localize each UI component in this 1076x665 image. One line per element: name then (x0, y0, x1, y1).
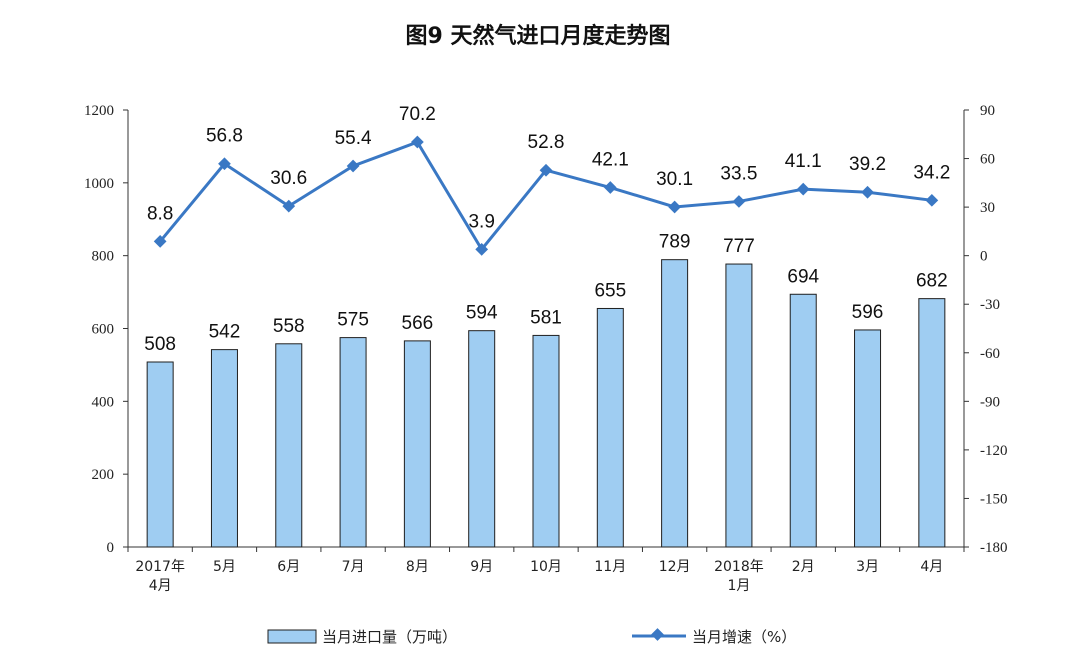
bar (339, 337, 367, 548)
bar (146, 361, 174, 548)
right-tick-label: -180 (980, 540, 1008, 556)
bar-value-label: 558 (273, 316, 305, 337)
right-tick-label: 60 (980, 152, 995, 168)
bar-value-label: 682 (916, 271, 948, 292)
left-tick-label: 400 (92, 394, 115, 410)
bar (789, 293, 817, 548)
line-point (732, 195, 746, 208)
legend-line-marker (651, 628, 664, 641)
legend: 当月进口量（万吨） 当月增速（%） (267, 628, 796, 646)
left-tick-label: 0 (107, 540, 115, 556)
line-value-label: 3.9 (468, 211, 494, 232)
bar (532, 334, 560, 548)
line-point (861, 185, 874, 199)
line-point (603, 181, 617, 194)
x-tick-label: 9月 (470, 559, 493, 575)
left-tick-label: 1200 (84, 103, 114, 119)
x-tick-label: 8月 (406, 559, 429, 575)
x-tick-label: 5月 (213, 559, 236, 575)
line-point (796, 182, 810, 196)
bar-series (146, 259, 946, 548)
left-tick-label: 800 (92, 249, 115, 265)
right-tick-label: 0 (980, 249, 988, 265)
line-point (925, 193, 939, 207)
right-tick-label: -120 (980, 443, 1008, 459)
bar-value-label: 542 (209, 322, 241, 343)
left-tick-label: 1000 (84, 176, 114, 192)
left-tick-label: 200 (92, 467, 115, 483)
bar (854, 329, 882, 548)
x-tick-label: 3月 (856, 559, 879, 575)
x-tick-label: 2017年 4月 (135, 559, 185, 594)
line-point (218, 157, 231, 171)
bar (661, 259, 689, 548)
line-value-label: 42.1 (592, 150, 629, 171)
bar-value-label: 596 (852, 302, 884, 323)
line-value-label: 41.1 (785, 151, 822, 172)
x-tick-label: 7月 (342, 559, 365, 575)
legend-line-label: 当月增速（%） (692, 628, 796, 646)
bar-value-label: 575 (337, 310, 369, 331)
bar (596, 307, 624, 548)
line-point (282, 199, 296, 213)
chart-title: 图9 天然气进口月度走势图 (405, 24, 671, 49)
line-value-label: 39.2 (849, 154, 886, 175)
line-point (668, 200, 681, 214)
bar (275, 343, 303, 548)
bar-value-label: 566 (402, 313, 434, 334)
line-point (346, 159, 360, 173)
right-tick-label: -60 (980, 346, 1000, 362)
x-tick-label: 2018年 1月 (714, 559, 764, 594)
bar (468, 330, 496, 548)
bar (210, 349, 238, 548)
x-tick-label: 4月 (920, 559, 943, 575)
right-tick-label: -90 (980, 394, 1000, 410)
bar-value-label: 655 (594, 280, 626, 301)
bar-value-label: 508 (144, 334, 176, 355)
right-tick-label: 90 (980, 103, 995, 119)
line-value-label: 52.8 (528, 132, 565, 153)
right-tick-label: 30 (980, 200, 995, 216)
bar-value-label: 581 (530, 307, 562, 328)
line-value-label: 70.2 (399, 104, 436, 125)
x-tick-label: 11月 (594, 559, 626, 575)
line-point (411, 135, 424, 149)
line-value-label: 33.5 (720, 163, 757, 184)
right-tick-label: -150 (980, 491, 1008, 507)
line-value-label: 56.8 (206, 126, 243, 147)
bar (403, 340, 431, 548)
bar-value-label: 789 (659, 232, 691, 253)
line-value-label: 30.6 (270, 168, 307, 189)
x-tick-label: 12月 (659, 559, 691, 575)
line-value-label: 8.8 (147, 203, 173, 224)
x-tick-label: 6月 (277, 559, 300, 575)
bar-value-label: 777 (723, 236, 755, 257)
line-point (475, 242, 489, 256)
legend-bar-swatch (267, 629, 317, 644)
legend-bar-label: 当月进口量（万吨） (322, 628, 457, 646)
line-point (153, 235, 167, 248)
bar (918, 298, 946, 548)
x-tick-label: 10月 (530, 559, 562, 575)
line-value-label: 34.2 (913, 162, 950, 183)
left-tick-label: 600 (92, 322, 115, 338)
x-tick-label: 2月 (792, 559, 815, 575)
line-value-label: 30.1 (656, 169, 693, 190)
bar-value-label: 594 (466, 303, 498, 324)
right-tick-label: -30 (980, 297, 1000, 313)
bar-value-label: 694 (787, 266, 819, 287)
data-labels: 508 542 558 575 566 594 581 655 789 777 694 596 682 8… (144, 104, 950, 355)
bar (725, 263, 753, 548)
line-value-label: 55.4 (335, 128, 372, 149)
